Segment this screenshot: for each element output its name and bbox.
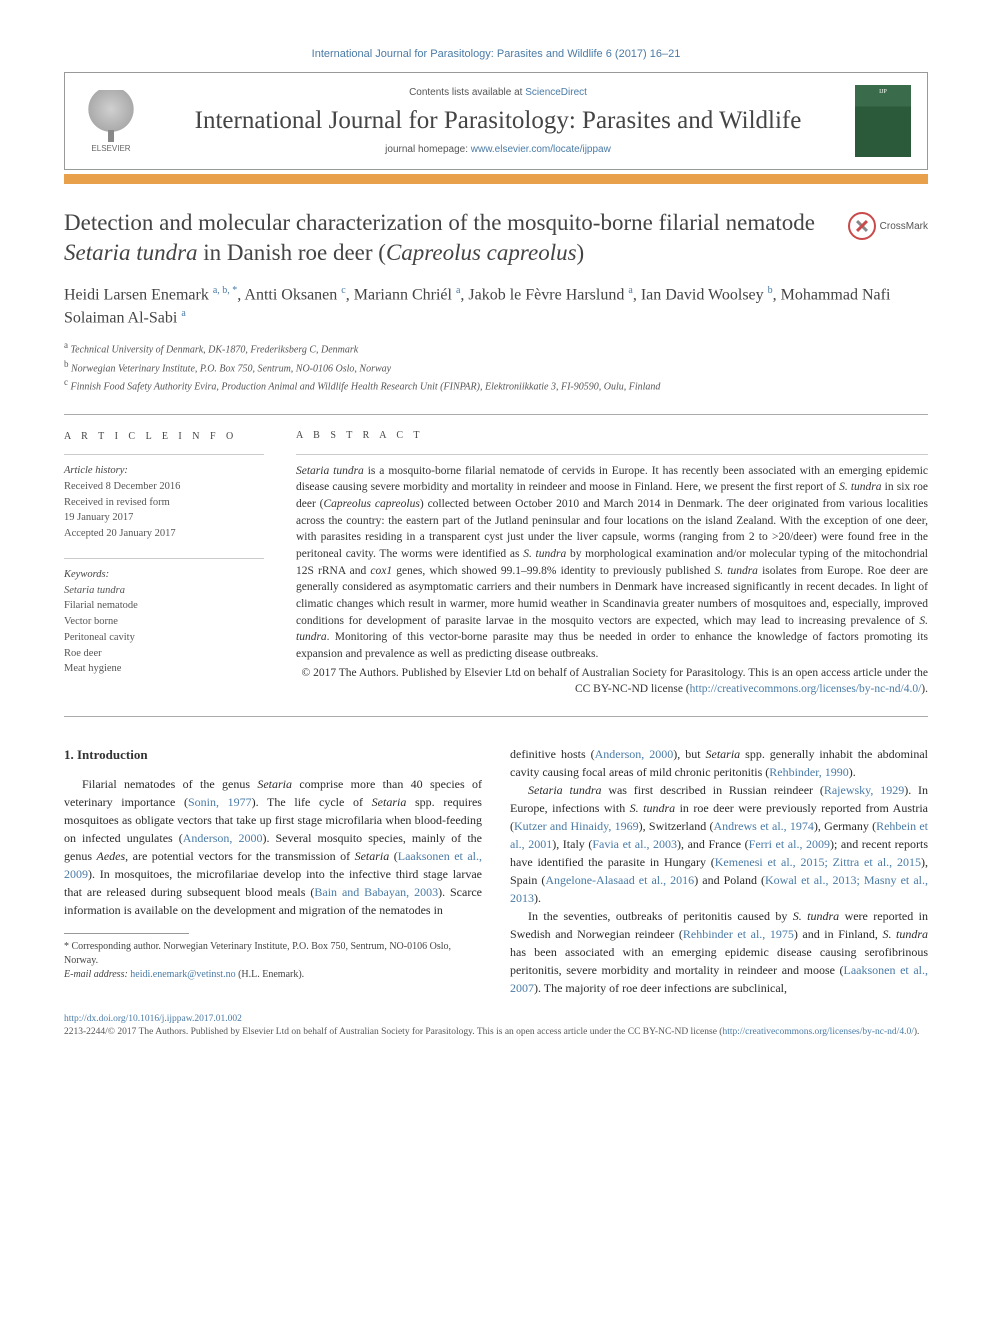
accepted-date: Accepted 20 January 2017 bbox=[64, 526, 264, 542]
keyword: Meat hygiene bbox=[64, 661, 264, 677]
homepage-prefix: journal homepage: bbox=[385, 144, 471, 155]
affiliations: a Technical University of Denmark, DK-18… bbox=[64, 339, 928, 394]
journal-title: International Journal for Parasitology: … bbox=[157, 106, 839, 136]
divider bbox=[64, 454, 264, 455]
divider bbox=[64, 558, 264, 559]
crossmark-label: CrossMark bbox=[880, 221, 928, 232]
keyword: Vector borne bbox=[64, 614, 264, 630]
elsevier-logo: ELSEVIER bbox=[81, 87, 141, 155]
page-footer: http://dx.doi.org/10.1016/j.ijppaw.2017.… bbox=[64, 1013, 928, 1040]
abstract-copyright: © 2017 The Authors. Published by Elsevie… bbox=[296, 665, 928, 698]
homepage-line: journal homepage: www.elsevier.com/locat… bbox=[157, 144, 839, 155]
corresponding-author: * Corresponding author. Norwegian Veteri… bbox=[64, 940, 482, 968]
divider bbox=[64, 716, 928, 717]
issn-copyright: 2213-2244/© 2017 The Authors. Published … bbox=[64, 1026, 928, 1039]
crossmark-icon bbox=[848, 212, 876, 240]
paragraph: In the seventies, outbreaks of peritonit… bbox=[510, 907, 928, 997]
journal-header-box: ELSEVIER Contents lists available at Sci… bbox=[64, 72, 928, 170]
received-date: Received 8 December 2016 bbox=[64, 479, 264, 495]
license-link[interactable]: http://creativecommons.org/licenses/by-n… bbox=[722, 1027, 913, 1037]
contents-prefix: Contents lists available at bbox=[409, 87, 525, 98]
abstract-heading: A B S T R A C T bbox=[296, 429, 928, 444]
cover-abbrev: IJP bbox=[879, 89, 887, 95]
affiliation-c: c Finnish Food Safety Authority Evira, P… bbox=[64, 376, 928, 394]
homepage-link[interactable]: www.elsevier.com/locate/ijppaw bbox=[471, 144, 611, 155]
abstract-column: A B S T R A C T Setaria tundra is a mosq… bbox=[296, 429, 928, 698]
paragraph: definitive hosts (Anderson, 2000), but S… bbox=[510, 745, 928, 781]
journal-citation: International Journal for Parasitology: … bbox=[64, 48, 928, 60]
affiliation-a: a Technical University of Denmark, DK-18… bbox=[64, 339, 928, 357]
elsevier-tree-icon bbox=[87, 90, 135, 138]
footnotes: * Corresponding author. Norwegian Veteri… bbox=[64, 940, 482, 982]
keyword: Setaria tundra bbox=[64, 583, 264, 599]
section-heading: 1. Introduction bbox=[64, 745, 482, 765]
affiliation-b: b Norwegian Veterinary Institute, P.O. B… bbox=[64, 358, 928, 376]
paragraph: Setaria tundra was first described in Ru… bbox=[510, 781, 928, 907]
email-line: E-mail address: heidi.enemark@vetinst.no… bbox=[64, 968, 482, 982]
elsevier-label: ELSEVIER bbox=[91, 144, 130, 153]
article-title: Detection and molecular characterization… bbox=[64, 208, 832, 268]
keyword: Filarial nematode bbox=[64, 598, 264, 614]
crossmark-badge[interactable]: CrossMark bbox=[848, 212, 928, 240]
keywords-label: Keywords: bbox=[64, 567, 264, 583]
sciencedirect-link[interactable]: ScienceDirect bbox=[525, 87, 587, 98]
doi-link[interactable]: http://dx.doi.org/10.1016/j.ijppaw.2017.… bbox=[64, 1014, 242, 1024]
email-link[interactable]: heidi.enemark@vetinst.no bbox=[130, 969, 235, 980]
contents-line: Contents lists available at ScienceDirec… bbox=[157, 87, 839, 98]
journal-cover-icon: IJP bbox=[855, 85, 911, 157]
keywords-block: Keywords: Setaria tundra Filarial nemato… bbox=[64, 567, 264, 677]
divider bbox=[296, 454, 928, 455]
revised-date: 19 January 2017 bbox=[64, 510, 264, 526]
footnote-separator bbox=[64, 933, 189, 934]
revised-label: Received in revised form bbox=[64, 495, 264, 511]
body-text: 1. Introduction Filarial nematodes of th… bbox=[64, 745, 928, 997]
article-info-column: A R T I C L E I N F O Article history: R… bbox=[64, 429, 264, 698]
header-accent-bar bbox=[64, 174, 928, 184]
keyword: Roe deer bbox=[64, 646, 264, 662]
paragraph: Filarial nematodes of the genus Setaria … bbox=[64, 775, 482, 919]
keyword: Peritoneal cavity bbox=[64, 630, 264, 646]
history-label: Article history: bbox=[64, 463, 264, 479]
article-info-heading: A R T I C L E I N F O bbox=[64, 429, 264, 444]
authors-line: Heidi Larsen Enemark a, b, *, Antti Oksa… bbox=[64, 284, 928, 329]
article-history: Article history: Received 8 December 201… bbox=[64, 463, 264, 542]
license-link[interactable]: http://creativecommons.org/licenses/by-n… bbox=[690, 683, 922, 695]
abstract-text: Setaria tundra is a mosquito-borne filar… bbox=[296, 463, 928, 663]
